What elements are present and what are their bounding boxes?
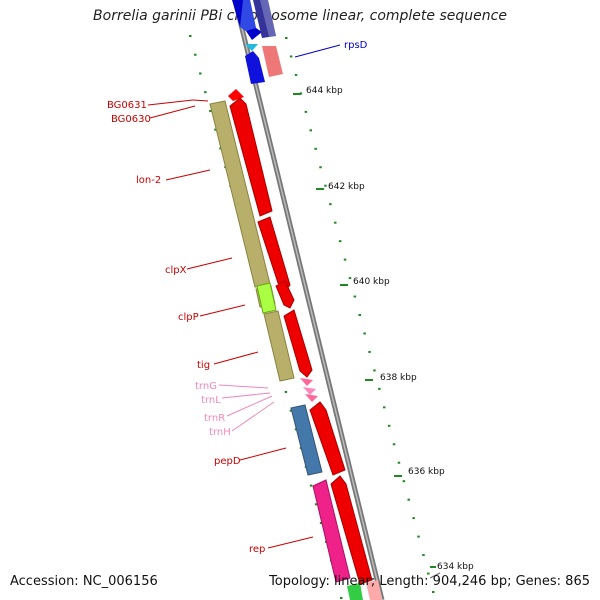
gene-feature-rpsD[interactable] — [262, 46, 283, 77]
gene-feature-top-purple[interactable] — [253, 0, 276, 38]
gene-feature-blue-cds[interactable] — [290, 404, 323, 476]
gene-label-trnL[interactable]: trnL — [201, 395, 221, 406]
gene-feature-lon2-red[interactable] — [229, 97, 273, 217]
chromosome-backbone — [232, 0, 385, 600]
gene-label-bg0630[interactable]: BG0630 — [111, 114, 151, 125]
gene-feature-red-3[interactable] — [275, 280, 295, 309]
ruler-dotted-track — [285, 37, 435, 593]
gene-label-trnH[interactable]: trnH — [209, 427, 231, 438]
gene-feature-clpP[interactable] — [256, 282, 277, 314]
gene-feature-pepD[interactable] — [309, 401, 346, 476]
ruler-label-638: 638 kbp — [380, 373, 417, 383]
ruler-label-644: 644 kbp — [306, 86, 343, 96]
gene-feature-top-blue[interactable] — [232, 0, 262, 40]
gene-label-lon2[interactable]: lon-2 — [136, 175, 161, 186]
gene-feature-rep[interactable] — [330, 475, 373, 585]
gene-feature-green-bottom[interactable] — [347, 583, 363, 600]
accession-text: Accession: NC_006156 — [10, 574, 158, 589]
gene-label-tig[interactable]: tig — [197, 360, 210, 371]
ruler: 644 kbp 642 kbp 640 kbp 638 kbp 636 kbp … — [293, 86, 474, 572]
gene-label-clpP[interactable]: clpP — [178, 312, 199, 323]
ruler-label-634: 634 kbp — [437, 562, 474, 572]
gene-label-group: rpsD BG0631 BG0630 lon-2 clpX clpP tig t… — [107, 40, 441, 579]
map-title: Borrelia garinii PBi chromosome linear, … — [93, 8, 507, 24]
gene-feature-cyan[interactable] — [245, 44, 258, 51]
gene-label-bg0631[interactable]: BG0631 — [107, 100, 147, 111]
gene-feature-tig[interactable] — [263, 310, 295, 382]
topology-summary-text: Topology: linear; Length: 904,246 bp; Ge… — [269, 574, 590, 589]
gene-label-trnG[interactable]: trnG — [195, 381, 217, 392]
gene-feature-blue-2[interactable] — [245, 51, 265, 84]
gene-label-clpX[interactable]: clpX — [165, 265, 187, 276]
gene-label-pepD[interactable]: pepD — [214, 456, 241, 467]
gene-label-trnR[interactable]: trnR — [204, 413, 225, 424]
gene-feature-trna-cluster[interactable] — [300, 378, 318, 402]
gene-label-rep[interactable]: rep — [249, 544, 265, 555]
ruler-label-640: 640 kbp — [353, 277, 390, 287]
gene-feature-red-4[interactable] — [283, 309, 313, 378]
gene-feature-pink-bottom[interactable] — [366, 580, 382, 600]
ruler-label-642: 642 kbp — [328, 182, 365, 192]
ruler-label-636: 636 kbp — [408, 467, 445, 477]
gene-feature-magenta-cds[interactable] — [312, 479, 351, 583]
gene-label-rpsD[interactable]: rpsD — [344, 40, 368, 51]
